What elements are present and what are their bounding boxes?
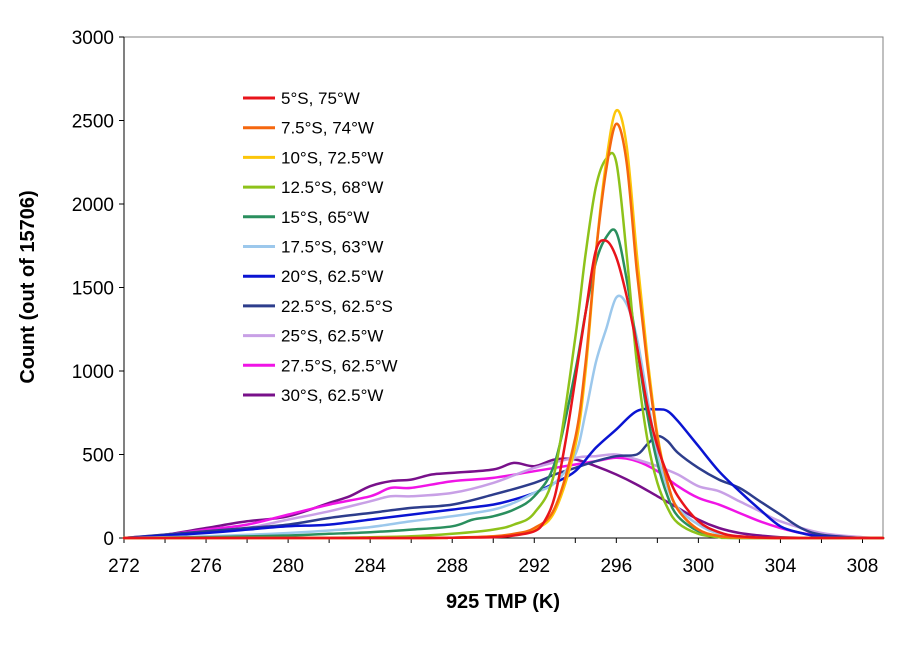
x-tick-label: 304 — [765, 556, 797, 577]
legend-label: 10°S, 72.5°W — [281, 148, 383, 167]
x-tick-label: 272 — [108, 556, 140, 577]
x-tick-label: 284 — [354, 556, 386, 577]
y-tick-label: 1500 — [72, 279, 114, 300]
series-line — [122, 294, 885, 540]
y-tick-label: 2500 — [72, 112, 114, 133]
legend-label: 27.5°S, 62.5°W — [281, 356, 398, 375]
series-line — [122, 453, 885, 540]
x-tick-label: 280 — [272, 556, 304, 577]
y-tick-label: 0 — [103, 529, 114, 550]
series-line — [122, 238, 885, 540]
series-lines — [122, 108, 885, 540]
x-axis-title: 925 TMP (K) — [446, 591, 560, 613]
y-axis-title: Count (out of 15706) — [17, 190, 39, 383]
legend-label: 25°S, 62.5°W — [281, 327, 383, 346]
legend-label: 20°S, 62.5°W — [281, 267, 383, 286]
legend-label: 17.5°S, 63°W — [281, 238, 383, 257]
legend-label: 22.5°S, 62.5°S — [281, 297, 393, 316]
x-tick-label: 300 — [683, 556, 715, 577]
x-tick-label: 308 — [847, 556, 879, 577]
x-tick-label: 292 — [518, 556, 550, 577]
series-line — [122, 434, 885, 540]
legend-label: 15°S, 65°W — [281, 208, 369, 227]
x-tick-label: 276 — [190, 556, 222, 577]
x-tick-label: 288 — [436, 556, 468, 577]
legend-label: 7.5°S, 74°W — [281, 119, 374, 138]
series-line — [122, 151, 885, 540]
plot-area — [123, 36, 884, 539]
legend-label: 12.5°S, 68°W — [281, 178, 383, 197]
y-tick-label: 500 — [82, 446, 114, 467]
series-line — [122, 407, 885, 540]
y-tick-label: 1000 — [72, 362, 114, 383]
legend-label: 30°S, 62.5°W — [281, 386, 383, 405]
axes: 0 500 1000 1500 2000 2500 3000 272 276 280 284 288 2… — [72, 28, 883, 577]
y-tick-label: 2000 — [72, 195, 114, 216]
legend: 5°S, 75°W 7.5°S, 74°W 10°S, 72.5°W 12.5°S, … — [243, 89, 398, 405]
legend-label: 5°S, 75°W — [281, 89, 360, 108]
y-tick-label: 3000 — [72, 28, 114, 49]
x-tick-label: 296 — [600, 556, 632, 577]
